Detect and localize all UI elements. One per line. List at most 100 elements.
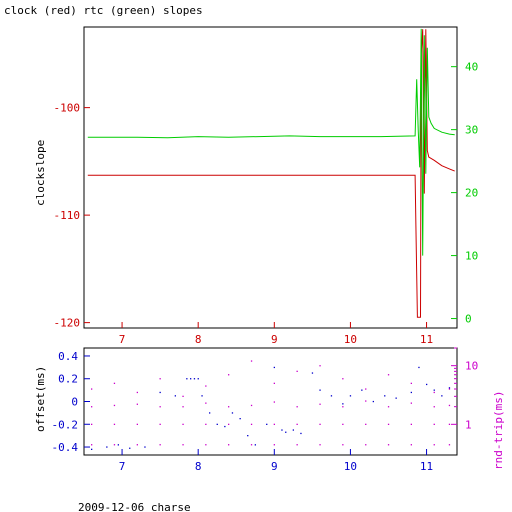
offset-point [395, 397, 397, 399]
roundtrip-point [319, 444, 321, 446]
roundtrip-point [136, 403, 138, 405]
offset-point [361, 389, 363, 391]
offset-point [342, 403, 344, 405]
roundtrip-point [228, 406, 230, 408]
roundtrip-point [296, 444, 298, 446]
bottom-left-tick-label: -0.4 [52, 441, 79, 454]
chart-footer: 2009-12-06 charse [78, 501, 191, 512]
roundtrip-point [448, 444, 451, 446]
roundtrip-point [250, 423, 253, 425]
offset-point [273, 366, 275, 369]
roundtrip-point [250, 444, 253, 446]
bottom-right-tick-label: 1 [465, 418, 472, 431]
offset-point [91, 448, 93, 450]
bottom-right-axis-label: rnd-trip(ms) [492, 391, 505, 470]
roundtrip-point [448, 404, 451, 407]
offset-point [300, 432, 302, 435]
offset-point [201, 395, 203, 397]
roundtrip-point [387, 374, 390, 376]
rtc-slope-line [87, 28, 455, 256]
roundtrip-point [365, 388, 367, 390]
offset-point [239, 418, 241, 420]
roundtrip-point [319, 403, 321, 405]
roundtrip-point [296, 423, 298, 425]
top-right-tick-label: 30 [465, 124, 478, 137]
roundtrip-point [113, 404, 116, 407]
roundtrip-point [365, 444, 367, 446]
bottom-x-tick-label: 10 [344, 460, 357, 473]
top-x-tick-label: 8 [195, 333, 202, 346]
roundtrip-point [136, 391, 138, 394]
top-x-tick-label: 7 [119, 333, 126, 346]
roundtrip-point [182, 406, 184, 408]
top-x-tick-label: 9 [271, 333, 278, 346]
bottom-left-axis: 0.4 0.2 0 -0.2 -0.4 [52, 350, 90, 454]
offset-point [159, 391, 161, 394]
roundtrip-point [273, 444, 275, 446]
roundtrip-point [410, 444, 412, 446]
bottom-x-axis: 7 8 9 10 11 [119, 449, 433, 473]
top-right-tick-label: 40 [465, 61, 478, 74]
roundtrip-point [91, 423, 93, 425]
top-left-tick-label: -100 [54, 102, 81, 115]
roundtrip-point [410, 423, 412, 425]
roundtrip-point [250, 404, 253, 407]
roundtrip-point [273, 423, 275, 425]
bottom-left-tick-label: -0.2 [52, 418, 79, 431]
roundtrip-point [410, 402, 412, 404]
top-x-axis: 7 8 9 10 11 [119, 322, 433, 346]
offset-point [372, 400, 374, 403]
offset-point [349, 395, 352, 397]
bottom-x-tick-label: 8 [195, 460, 202, 473]
roundtrip-point [448, 388, 451, 390]
offset-point [209, 412, 211, 414]
offset-point [448, 387, 451, 389]
offset-point [117, 444, 119, 446]
roundtrip-point [433, 391, 435, 394]
top-right-tick-label: 0 [465, 313, 472, 326]
offset-point [426, 383, 428, 386]
roundtrip-point [91, 388, 93, 390]
roundtrip-point [113, 382, 116, 384]
offset-point [311, 372, 314, 374]
roundtrip-point [387, 406, 390, 408]
roundtrip-point [182, 444, 184, 446]
bottom-series [91, 360, 451, 450]
offset-point [106, 446, 108, 448]
roundtrip-point [205, 444, 207, 446]
roundtrip-point [296, 370, 298, 372]
top-left-axis: -100 -110 -120 [54, 102, 90, 330]
roundtrip-point [159, 378, 161, 380]
offset-point [319, 389, 321, 391]
roundtrip-point [410, 382, 412, 384]
roundtrip-point [159, 423, 161, 425]
roundtrip-point [250, 360, 253, 362]
offset-point [254, 444, 256, 446]
roundtrip-point [387, 444, 390, 446]
offset-point [144, 446, 146, 448]
roundtrip-point [342, 378, 344, 380]
roundtrip-point [136, 423, 138, 425]
roundtrip-point [387, 423, 390, 425]
offset-point [193, 378, 196, 380]
offset-point [266, 423, 268, 425]
roundtrip-point [342, 444, 344, 446]
roundtrip-point [159, 444, 161, 446]
roundtrip-point [228, 374, 230, 376]
offset-point [433, 389, 435, 391]
roundtrip-point [296, 406, 298, 408]
roundtrip-point [433, 406, 435, 408]
roundtrip-point [182, 423, 184, 425]
roundtrip-point [205, 402, 207, 404]
roundtrip-point [136, 444, 138, 446]
top-right-tick-label: 10 [465, 250, 478, 263]
bottom-panel: 0.4 0.2 0 -0.2 -0.4 1 10 7 8 9 10 11 offset(ms) r… [34, 347, 505, 473]
roundtrip-point [205, 385, 207, 387]
top-series [87, 28, 455, 318]
bottom-x-tick-label: 11 [420, 460, 433, 473]
bottom-right-tick-label: 10 [465, 360, 478, 373]
bottom-left-axis-label: offset(ms) [34, 366, 47, 432]
roundtrip-point [228, 423, 230, 425]
top-x-tick-label: 11 [420, 333, 433, 346]
roundtrip-point [205, 423, 207, 425]
